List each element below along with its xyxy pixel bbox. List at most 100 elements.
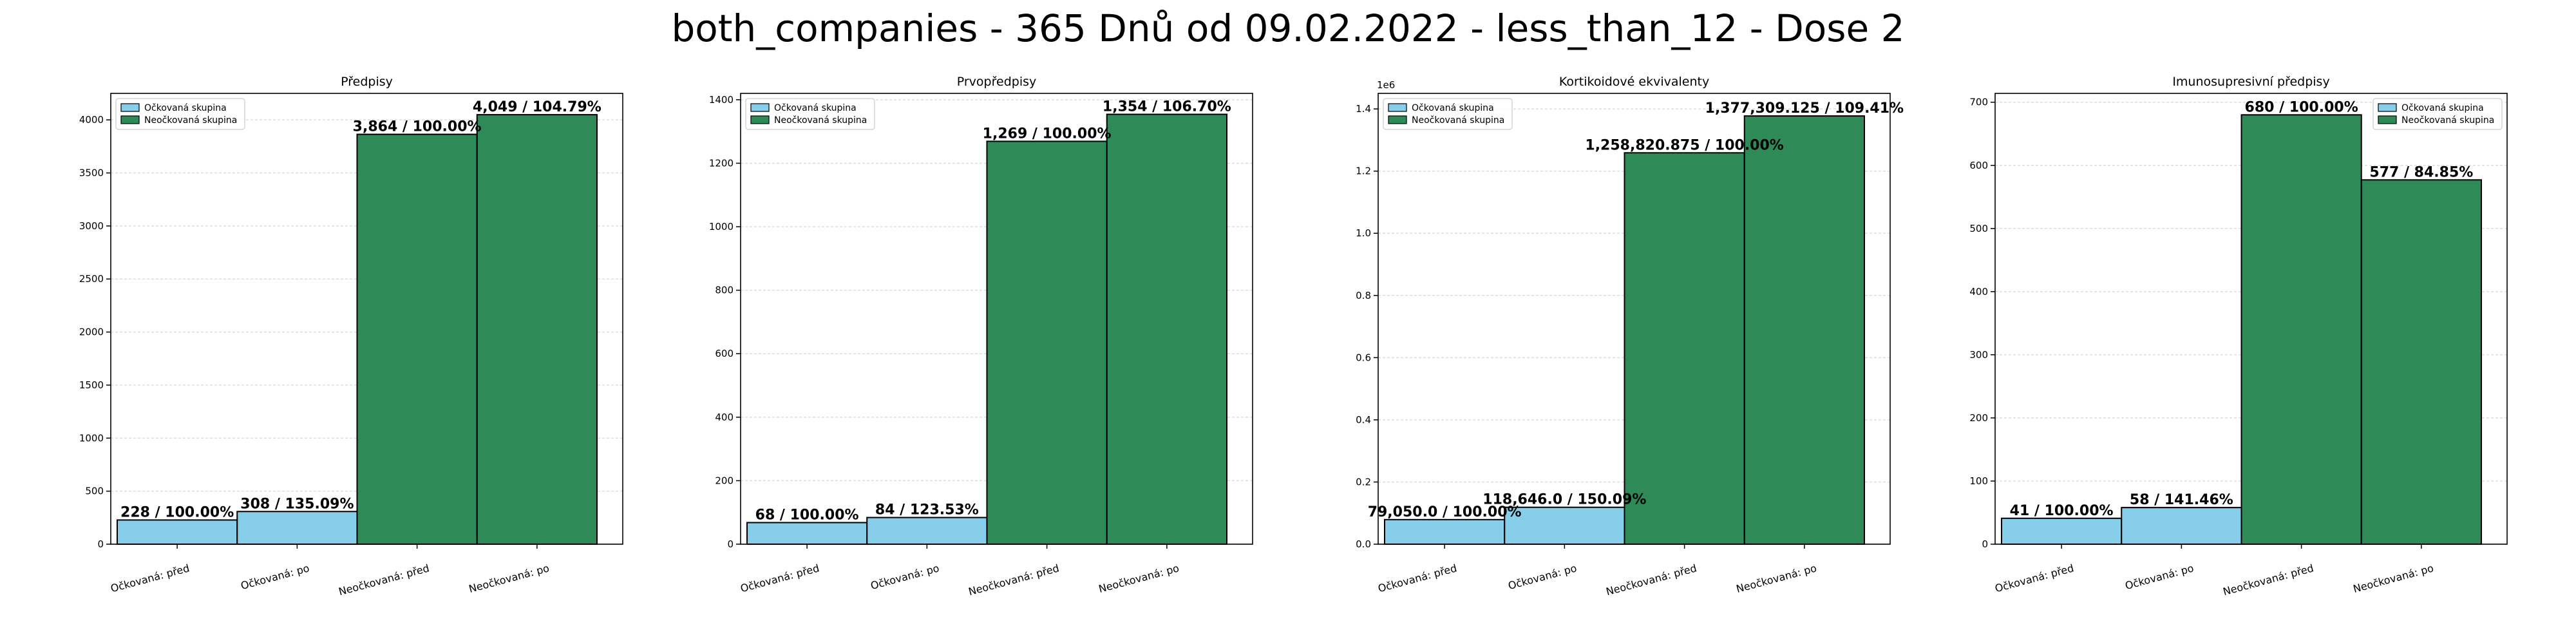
legend-label: Neočkovaná skupina <box>774 115 867 126</box>
legend-swatch-unvaccinated <box>1388 115 1407 124</box>
y-tick-label: 3000 <box>79 220 104 232</box>
data-label: 79,050.0 / 100.00% <box>1368 504 1522 520</box>
y-tick-label: 2000 <box>79 327 104 338</box>
chart-first-prescriptions: 68 / 100.00% 84 / 123.53% 1,269 / 100.00% 1… <box>709 75 1253 598</box>
data-label: 41 / 100.00% <box>2010 503 2114 519</box>
y-tick-label: 0 <box>727 538 734 550</box>
x-tick-label: Neočkovaná: před <box>1605 562 1698 598</box>
x-tick-label: Očkovaná: po <box>869 562 941 592</box>
data-label: 577 / 84.85% <box>2369 164 2473 180</box>
bar <box>986 140 1108 545</box>
figure-title: both_companies - 365 Dnů od 09.02.2022 -… <box>671 6 1905 50</box>
x-tick-label: Očkovaná: před <box>109 562 191 595</box>
y-tick-label: 1000 <box>79 432 104 444</box>
y-tick-label: 0.6 <box>1356 352 1371 363</box>
legend-box <box>1383 98 1513 130</box>
x-tick-label: Neočkovaná: před <box>337 562 431 598</box>
axis-offset-label: 1e6 <box>1377 79 1395 91</box>
data-label: 118,646.0 / 150.09% <box>1482 492 1646 508</box>
y-tick-label: 200 <box>1969 412 1988 424</box>
y-tick-label: 500 <box>85 486 104 497</box>
legend-swatch-unvaccinated <box>750 115 770 124</box>
legend-label: Očkovaná skupina <box>774 103 857 113</box>
bar <box>746 522 868 545</box>
bar <box>117 519 238 545</box>
data-label: 3,864 / 100.00% <box>353 119 482 135</box>
x-tick-label: Neočkovaná: po <box>2352 562 2435 596</box>
y-tick-label: 0.0 <box>1356 538 1371 550</box>
y-tick-label: 500 <box>1969 223 1988 234</box>
bar <box>2360 179 2482 545</box>
x-tick-label: Očkovaná: po <box>1507 562 1578 592</box>
x-tick-label: Očkovaná: před <box>1994 562 2076 595</box>
x-tick-label: Očkovaná: po <box>2124 562 2195 592</box>
legend-label: Neočkovaná skupina <box>1412 115 1504 126</box>
bar <box>2001 517 2123 545</box>
chart-title: Imunosupresivní předpisy <box>2172 75 2329 89</box>
y-tick-label: 1400 <box>709 94 734 106</box>
chart-prescriptions: 228 / 100.00% 308 / 135.09% 3,864 / 100.00… <box>79 75 623 598</box>
chart-title: Prvopředpisy <box>957 75 1037 89</box>
y-tick-label: 1.4 <box>1356 103 1371 115</box>
y-tick-label: 0.2 <box>1356 476 1371 488</box>
y-tick-label: 400 <box>715 412 734 423</box>
y-tick-label: 1500 <box>79 379 104 391</box>
axes-frame <box>1994 93 2508 545</box>
data-label: 1,258,820.875 / 100.00% <box>1585 137 1783 153</box>
y-tick-label: 0.4 <box>1356 414 1371 426</box>
data-label: 4,049 / 104.79% <box>473 99 601 115</box>
data-label: 228 / 100.00% <box>120 504 234 520</box>
y-tick-label: 0 <box>97 538 104 550</box>
bar <box>476 114 598 545</box>
legend-label: Očkovaná skupina <box>2401 103 2484 113</box>
x-tick-label: Neočkovaná: před <box>2222 562 2315 598</box>
x-tick-label: Očkovaná: před <box>1377 562 1459 595</box>
y-tick-label: 200 <box>715 475 734 486</box>
y-tick-label: 100 <box>1969 475 1988 487</box>
y-tick-label: 3500 <box>79 167 104 179</box>
y-tick-label: 4000 <box>79 114 104 126</box>
chart-title: Kortikoidové ekvivalenty <box>1559 75 1709 89</box>
chart-corticoid-equivalents: 79,050.0 / 100.00%118,646.0 / 150.09% 1,2… <box>1356 75 1904 598</box>
legend-label: Očkovaná skupina <box>144 103 227 113</box>
y-tick-label: 700 <box>1969 97 1988 108</box>
y-tick-label: 400 <box>1969 286 1988 298</box>
legend-box <box>745 98 875 130</box>
x-tick-label: Neočkovaná: po <box>468 562 551 596</box>
legend-swatch-vaccinated <box>1388 103 1407 112</box>
legend-swatch-unvaccinated <box>120 115 140 124</box>
data-label: 58 / 141.46% <box>2130 492 2233 508</box>
chart-immunosuppressive-prescriptions: 41 / 100.00% 58 / 141.46% 680 / 100.00% 577… <box>1969 75 2508 598</box>
legend-swatch-unvaccinated <box>2378 115 2397 124</box>
data-label: 1,354 / 106.70% <box>1103 99 1231 115</box>
y-tick-label: 1.2 <box>1356 166 1371 177</box>
y-tick-label: 1200 <box>709 157 734 169</box>
legend-label: Neočkovaná skupina <box>2401 115 2494 126</box>
data-label: 308 / 135.09% <box>240 496 354 512</box>
x-tick-label: Neočkovaná: po <box>1097 562 1180 596</box>
legend-label: Očkovaná skupina <box>1412 103 1494 113</box>
x-tick-label: Neočkovaná: před <box>967 562 1061 598</box>
legend-label: Neočkovaná skupina <box>144 115 237 126</box>
bar <box>1743 115 1865 545</box>
data-label: 1,377,309.125 / 109.41% <box>1705 100 1904 117</box>
bar <box>356 133 478 545</box>
bar <box>1106 113 1227 545</box>
data-label: 1,269 / 100.00% <box>983 126 1112 142</box>
axes-frame <box>1378 93 1891 545</box>
y-tick-label: 1000 <box>709 221 734 232</box>
bar <box>236 511 358 545</box>
bar <box>1504 506 1625 545</box>
y-tick-label: 800 <box>715 285 734 296</box>
x-tick-label: Očkovaná: po <box>240 562 311 592</box>
bar <box>1384 518 1506 545</box>
axes-frame <box>740 93 1253 545</box>
data-label: 680 / 100.00% <box>2245 99 2358 115</box>
y-tick-label: 0 <box>1982 538 1988 550</box>
bar <box>2121 507 2242 545</box>
x-tick-label: Očkovaná: před <box>739 562 821 595</box>
axes-frame <box>110 93 623 545</box>
legend-swatch-vaccinated <box>120 103 140 112</box>
bar <box>1624 152 1745 545</box>
legend-swatch-vaccinated <box>750 103 770 112</box>
